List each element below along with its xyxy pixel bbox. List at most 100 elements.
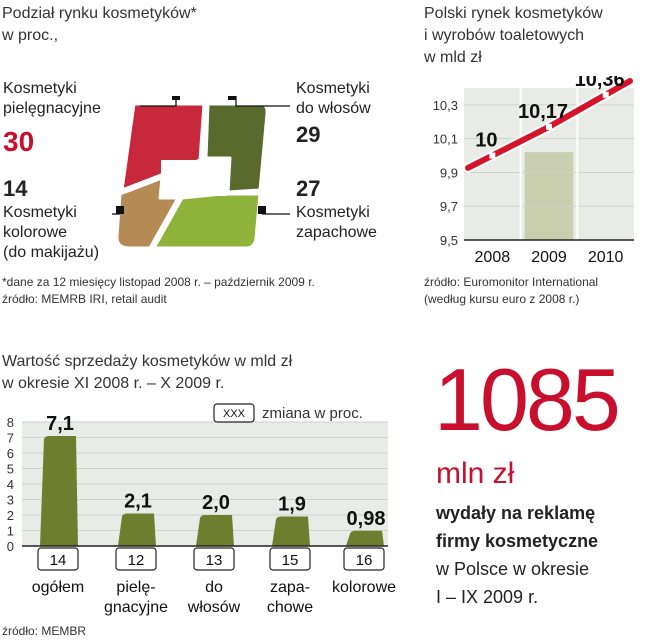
marker-wlosow xyxy=(228,96,236,100)
label-zapachowe-l1: Kosmetyki xyxy=(296,204,370,221)
market-x-label: 2009 xyxy=(531,249,567,266)
value-wlosow: 29 xyxy=(296,122,321,147)
sales-ytick-label: 4 xyxy=(7,477,14,492)
market-ytick-label: 9,5 xyxy=(440,233,458,248)
tile-zapachowe xyxy=(152,192,262,250)
label-wlosow-l1: Kosmetyki xyxy=(296,80,370,97)
value-pielegnacyjne: 30 xyxy=(3,126,35,157)
tile-wlosow xyxy=(204,102,269,194)
market-x-label: 2008 xyxy=(475,249,511,266)
sales-source: źródło: MEMBR xyxy=(2,624,87,638)
sales-bar-group xyxy=(346,530,384,546)
market-title-line1: Polski rynek kosmetyków xyxy=(424,5,603,22)
highlight-line2: firmy kosmetyczne xyxy=(436,531,599,551)
sales-change-box xyxy=(37,547,79,571)
sales-category-label-2: włosów xyxy=(187,599,241,616)
share-connectors xyxy=(112,96,290,215)
market-ytick-label: 9,7 xyxy=(440,199,458,214)
sales-category-label: kolorowe xyxy=(332,579,396,596)
sales-legend-box xyxy=(213,403,255,423)
sales-legend-box-text: XXX xyxy=(223,408,246,420)
highlight-number: 1085 xyxy=(434,350,621,449)
value-zapachowe: 27 xyxy=(296,176,321,201)
sales-change-box xyxy=(269,547,311,571)
sales-change-label: 16 xyxy=(356,552,373,569)
highlight-line4: I – IX 2009 r. xyxy=(436,587,539,607)
highlight-unit: mln zł xyxy=(436,457,515,490)
sales-category-label-2: chowe xyxy=(267,599,313,616)
share-title-line1: Podział rynku kosmetyków* xyxy=(2,5,197,22)
market-ytick-label: 10,3 xyxy=(433,98,458,113)
sales-title-line1: Wartość sprzedaży kosmetyków w mld zł xyxy=(2,353,293,370)
sales-category-label: do xyxy=(205,579,223,596)
market-source-line2: (według kursu euro z 2008 r.) xyxy=(424,292,580,306)
sales-ytick-label: 8 xyxy=(7,415,14,430)
sales-change-box xyxy=(193,547,235,571)
tile-kolorowe xyxy=(115,176,180,250)
sales-bar-group xyxy=(272,516,310,546)
sales-change-label: 14 xyxy=(50,552,67,569)
market-value-label: 10 xyxy=(475,130,497,152)
share-title-line2: w proc., xyxy=(2,27,59,44)
marker-zapachowe xyxy=(258,206,266,214)
sales-change-label: 13 xyxy=(206,552,223,569)
sales-ytick-label: 7 xyxy=(7,431,14,446)
sales-change-label: 15 xyxy=(282,552,299,569)
highlight-line1: wydały na reklamę xyxy=(436,503,596,523)
label-pielegnacyjne-l1: Kosmetyki xyxy=(3,80,77,97)
sales-ytick-label: 3 xyxy=(7,493,14,508)
share-note: *dane za 12 miesięcy listopad 2008 r. – … xyxy=(2,275,315,289)
sales-value-label: 7,1 xyxy=(46,413,74,435)
market-point xyxy=(546,123,552,130)
market-highlight-column xyxy=(524,152,574,240)
sales-category-label: ogółem xyxy=(32,579,84,596)
sales-bar-group xyxy=(118,513,156,546)
value-kolorowe: 14 xyxy=(3,176,28,201)
sales-category-label: pielę- xyxy=(116,579,155,596)
sales-value-label: 1,9 xyxy=(278,494,306,516)
sales-bar xyxy=(118,513,156,546)
marker-kolorowe xyxy=(116,206,124,214)
sales-bar-group xyxy=(40,435,78,546)
sales-change-box xyxy=(115,547,157,571)
market-ytick-label: 10,1 xyxy=(433,132,458,147)
market-value-label: 10,36 xyxy=(575,76,625,91)
market-point xyxy=(602,91,609,98)
market-source-line1: źródło: Euromonitor International xyxy=(424,275,599,289)
share-source: źródło: MEMRB IRI, retail audit xyxy=(2,292,167,306)
sales-change-label: 12 xyxy=(128,552,145,569)
sales-change-box xyxy=(343,547,385,571)
market-value-label: 10,17 xyxy=(518,101,568,123)
sales-value-label: 2,1 xyxy=(124,490,152,512)
sales-category-label-2: gnacyjne xyxy=(104,599,168,616)
label-kolorowe-l3: (do makijażu) xyxy=(3,244,100,261)
sales-bar-group xyxy=(196,515,234,546)
sales-ytick-label: 2 xyxy=(7,508,14,523)
sales-bar xyxy=(40,435,78,546)
sales-category-label: zapa- xyxy=(270,579,310,596)
sales-value-label: 0,98 xyxy=(347,508,386,530)
tile-center-hole xyxy=(161,160,227,196)
label-pielegnacyjne-l2: pielęgnacyjne xyxy=(3,100,101,117)
sales-ytick-label: 5 xyxy=(7,462,14,477)
label-kolorowe-l2: kolorowe xyxy=(3,224,68,241)
market-ytick-label: 9,9 xyxy=(440,165,458,180)
market-title-line3: w mld zł xyxy=(424,49,482,66)
market-line-chart: 9,5 9,7 9,9 10,1 10,3 10 2008 10,17 2009 10,36 201… xyxy=(433,76,635,266)
market-x-label: 2010 xyxy=(588,249,624,266)
sales-bar xyxy=(346,530,384,546)
sales-bar xyxy=(196,515,234,546)
sales-title-line2: w okresie XI 2008 r. – X 2009 r. xyxy=(2,375,225,392)
market-title-line2: i wyrobów toaletowych xyxy=(424,27,585,44)
sales-ytick-label: 0 xyxy=(7,539,14,554)
market-point xyxy=(489,152,496,159)
sales-value-label: 2,0 xyxy=(202,492,230,514)
sales-bar xyxy=(272,516,310,546)
sales-ytick-label: 1 xyxy=(7,524,14,539)
sales-legend-text: zmiana w proc. xyxy=(262,405,363,422)
highlight-line3: w Polsce w okresie xyxy=(436,559,590,579)
sales-ytick-label: 6 xyxy=(7,446,14,461)
label-wlosow-l2: do włosów xyxy=(296,100,371,117)
label-kolorowe-l1: Kosmetyki xyxy=(3,204,77,221)
